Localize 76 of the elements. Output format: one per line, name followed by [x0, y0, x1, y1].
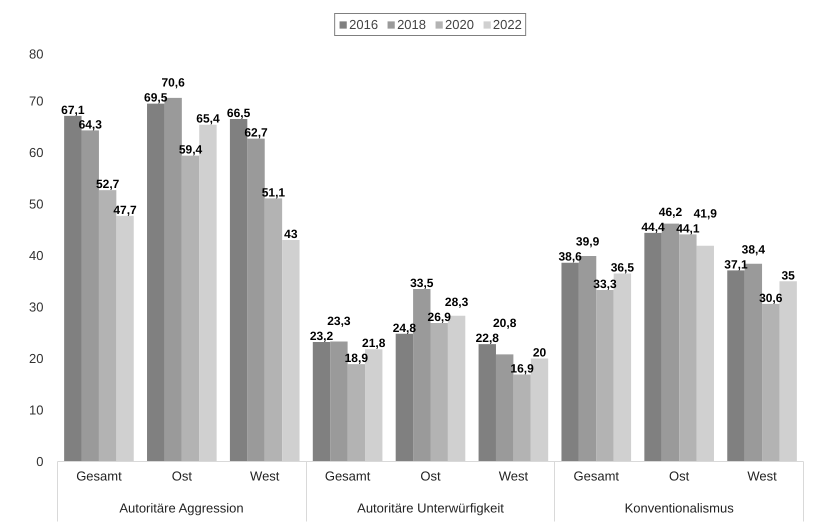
- data-label: 37,1: [724, 257, 748, 272]
- data-label: 62,7: [244, 126, 268, 140]
- legend-label: 2020: [445, 17, 474, 32]
- bar: [596, 290, 614, 462]
- text: Autoritäre Aggression: [119, 500, 244, 516]
- y-tick-label: 40: [29, 248, 44, 263]
- data-label: 47,7: [113, 202, 138, 217]
- x-tick-label: Ost: [172, 468, 192, 484]
- data-label: 22,8: [476, 331, 500, 346]
- y-tick-label: 80: [29, 46, 44, 62]
- data-label: 44,1: [676, 221, 700, 236]
- bar: [762, 304, 780, 462]
- data-label: 39,9: [576, 234, 600, 249]
- data-label: 65,4: [196, 112, 220, 126]
- x-tick-label: West: [747, 468, 778, 484]
- data-label: 51,1: [262, 185, 286, 200]
- data-label: 43: [284, 227, 298, 242]
- data-label: 20,8: [493, 316, 517, 330]
- data-label: 23,2: [310, 329, 334, 344]
- data-label: 46,2: [658, 204, 682, 219]
- x-tick-label: Gesamt: [324, 468, 371, 484]
- data-label: 59,4: [178, 142, 203, 157]
- bar: [312, 342, 330, 462]
- y-tick-label: 0: [36, 454, 44, 469]
- legend-label: 2016: [349, 17, 378, 32]
- data-label: 41,9: [694, 206, 718, 220]
- bar: [561, 262, 579, 462]
- data-label: 24,8: [392, 320, 416, 335]
- x-tick-label: West: [250, 468, 280, 484]
- data-label: 18,9: [344, 351, 368, 366]
- data-label: 70,6: [161, 76, 186, 90]
- bar: [430, 322, 448, 462]
- text: Konventionalismus: [624, 500, 734, 516]
- bar: [147, 104, 164, 462]
- y-tick-label: 70: [29, 94, 44, 108]
- data-label: 67,1: [61, 102, 85, 117]
- data-label: 69,5: [144, 90, 168, 105]
- y-tick-label: 10: [29, 402, 44, 418]
- x-tick-label: West: [498, 468, 528, 484]
- data-label: 52,7: [96, 177, 120, 192]
- x-tick-label: Ost: [669, 468, 690, 484]
- bar: [478, 344, 496, 462]
- y-tick-label: 30: [29, 300, 44, 314]
- data-label: 33,3: [593, 277, 617, 292]
- bar: [644, 232, 662, 462]
- y-tick-label: 20: [29, 351, 44, 366]
- legend-label: 2018: [397, 17, 426, 32]
- data-label: 21,8: [362, 336, 386, 350]
- bar: [182, 156, 200, 462]
- y-tick-label: 60: [29, 145, 44, 160]
- data-label: 30,6: [759, 290, 783, 305]
- data-label: 44,4: [641, 220, 666, 234]
- bar: [513, 374, 531, 462]
- x-tick-label: Ost: [420, 468, 441, 484]
- data-label: 16,9: [510, 361, 534, 376]
- data-label: 20: [532, 346, 546, 360]
- legend-label: 2022: [492, 17, 522, 32]
- data-label: 36,5: [610, 260, 634, 275]
- data-label: 28,3: [444, 294, 469, 309]
- bar: [679, 234, 697, 462]
- data-label: 33,5: [410, 276, 434, 290]
- data-label: 64,3: [78, 117, 102, 132]
- x-tick-label: Gesamt: [574, 468, 620, 484]
- bar: [727, 270, 745, 462]
- data-label: 66,5: [226, 106, 251, 120]
- data-label: 38,4: [742, 242, 766, 256]
- data-label: 23,3: [327, 314, 351, 328]
- bar: [264, 198, 282, 462]
- x-tick-label: Gesamt: [76, 468, 122, 484]
- bar: [396, 334, 414, 462]
- text: Autoritäre Unterwürfigkeit: [357, 500, 504, 516]
- bar: [348, 364, 366, 462]
- data-label: 38,6: [558, 250, 582, 264]
- data-label: 35: [781, 268, 796, 282]
- y-tick-label: 50: [29, 196, 44, 212]
- data-label: 26,9: [428, 310, 452, 324]
